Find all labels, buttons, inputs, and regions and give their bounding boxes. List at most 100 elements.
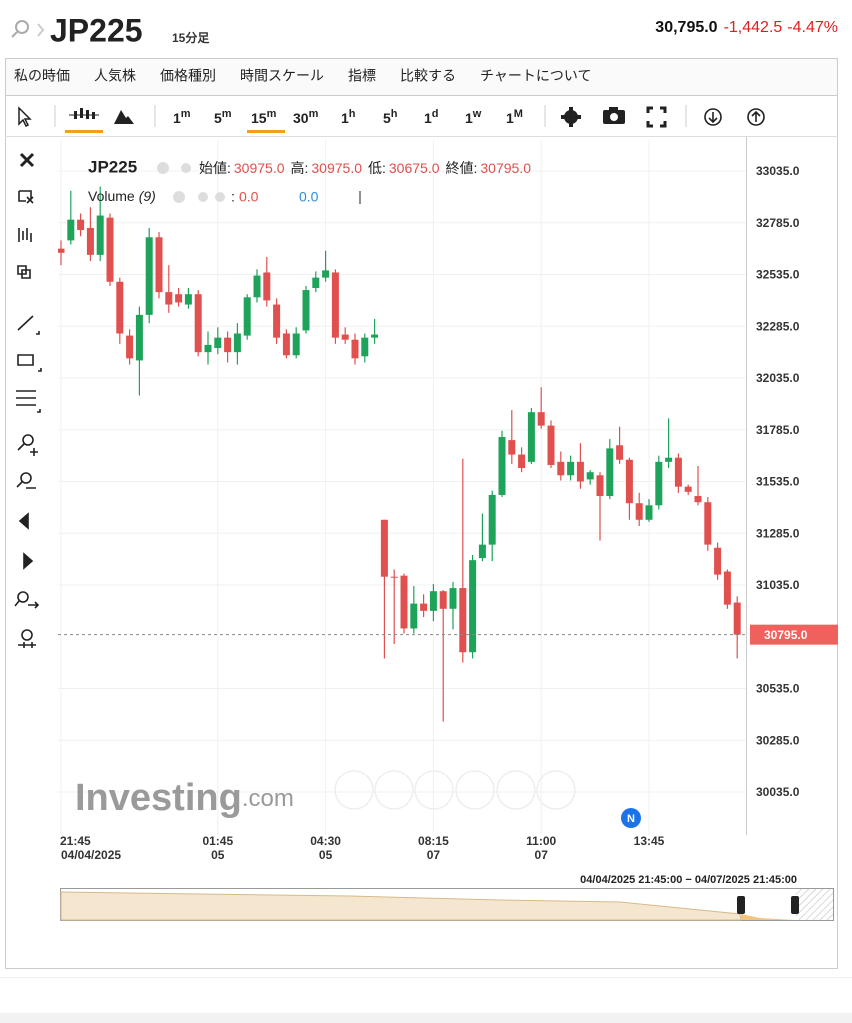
candle-body bbox=[361, 337, 369, 357]
volume-legend: Volume (9) bbox=[88, 188, 156, 204]
download-icon[interactable] bbox=[704, 108, 722, 126]
candle-body bbox=[723, 571, 731, 605]
y-tick-label: 30035.0 bbox=[756, 785, 800, 799]
menu-item[interactable]: 私の時価 bbox=[14, 68, 70, 84]
interval-number: 5 bbox=[383, 110, 391, 126]
candle-body bbox=[194, 294, 202, 353]
candle-body bbox=[576, 461, 584, 482]
candle-body bbox=[704, 502, 712, 545]
interval[interactable]: 1M bbox=[506, 108, 523, 126]
legend-label: 高: bbox=[291, 160, 309, 176]
navigator bbox=[60, 888, 834, 921]
fib-tool[interactable] bbox=[16, 390, 41, 413]
watermark-suffix: .com bbox=[242, 785, 294, 812]
candle-body bbox=[518, 454, 526, 469]
candle-body bbox=[135, 314, 143, 361]
last-price-label: 30795.0 bbox=[764, 628, 808, 642]
candle-body bbox=[322, 270, 330, 278]
y-tick-label: 32535.0 bbox=[756, 268, 800, 282]
fullscreen-icon[interactable] bbox=[646, 106, 667, 128]
watermark: Investing.com bbox=[75, 777, 294, 819]
scroll-right[interactable] bbox=[23, 552, 34, 570]
price-line: 30,795.0 -1,442.5 -4.47% bbox=[655, 19, 838, 36]
reset[interactable] bbox=[18, 629, 36, 648]
navigator-handle[interactable] bbox=[791, 896, 799, 914]
tool[interactable] bbox=[18, 228, 32, 242]
candle-body bbox=[459, 588, 467, 653]
y-tick-label: 32785.0 bbox=[756, 216, 800, 230]
x-tick-date: 07 bbox=[535, 848, 549, 862]
candle-body bbox=[58, 248, 65, 253]
candle-body bbox=[616, 445, 624, 460]
candle-body bbox=[429, 591, 437, 611]
tool[interactable] bbox=[18, 190, 34, 204]
candle-body bbox=[488, 494, 496, 545]
change-pct: -4.47% bbox=[787, 19, 838, 36]
candle-body bbox=[694, 495, 702, 503]
candle-body bbox=[243, 297, 251, 336]
tool[interactable] bbox=[17, 265, 31, 279]
menu-item[interactable]: 人気株 bbox=[94, 68, 136, 84]
candle-body bbox=[341, 334, 349, 340]
rect-tool[interactable] bbox=[17, 354, 42, 372]
y-tick-label: 31285.0 bbox=[756, 526, 800, 540]
interval-number: 1 bbox=[506, 110, 514, 126]
menu-item[interactable]: 指標 bbox=[348, 68, 376, 84]
menu-item[interactable]: 価格種別 bbox=[160, 68, 216, 84]
candle-body bbox=[625, 459, 633, 504]
interval-unit: m bbox=[267, 108, 277, 120]
menu-item[interactable]: チャートについて bbox=[480, 68, 591, 84]
left-toolbar bbox=[14, 152, 42, 648]
interval-number: 1 bbox=[173, 110, 181, 126]
legend-symbol: JP225 bbox=[88, 157, 137, 176]
settings-icon[interactable] bbox=[561, 107, 581, 127]
candle-type[interactable] bbox=[69, 108, 99, 119]
symbol-title: JP225 bbox=[50, 12, 143, 48]
area-type[interactable] bbox=[114, 110, 134, 124]
zoom-in[interactable] bbox=[17, 434, 38, 456]
candle-body bbox=[126, 335, 134, 359]
menu: 私の時価 人気株 価格種別 時間スケール 指標 比較する チャートについて bbox=[14, 68, 591, 84]
active-underline bbox=[247, 130, 285, 133]
line-tool[interactable] bbox=[17, 315, 40, 335]
interval[interactable]: 1d bbox=[424, 108, 439, 126]
x-tick-label: 11:00 bbox=[526, 834, 556, 848]
interval[interactable]: 1h bbox=[341, 108, 356, 126]
interval-unit: m bbox=[222, 108, 232, 120]
scroll-left[interactable] bbox=[18, 512, 29, 530]
volume-value: 0.0 bbox=[239, 189, 259, 205]
news-badge[interactable] bbox=[621, 808, 641, 828]
cursor-tool[interactable] bbox=[18, 106, 32, 128]
candle-body bbox=[449, 588, 457, 609]
x-tick-date: 07 bbox=[427, 848, 441, 862]
interval[interactable]: 1w bbox=[465, 108, 482, 126]
candle-body bbox=[116, 281, 124, 334]
zoom-fit[interactable] bbox=[14, 591, 40, 609]
interval[interactable]: 5m bbox=[214, 108, 232, 126]
menu-item[interactable]: 比較する bbox=[400, 68, 456, 84]
upload-icon[interactable] bbox=[747, 108, 765, 126]
interval[interactable]: 1m bbox=[173, 108, 191, 126]
volume-label: Volume bbox=[88, 188, 135, 204]
candle-body bbox=[67, 219, 75, 241]
watermark-brand: Investing bbox=[75, 777, 242, 819]
zoom-out[interactable] bbox=[16, 472, 36, 489]
active-underline bbox=[65, 130, 103, 133]
navigator-handle[interactable] bbox=[737, 896, 745, 914]
candle-body bbox=[478, 544, 486, 559]
zoom-overlay bbox=[334, 770, 576, 810]
clear-tool[interactable] bbox=[19, 152, 35, 168]
interval[interactable]: 5h bbox=[383, 108, 398, 126]
candle-body bbox=[165, 292, 173, 305]
interval-number: 1 bbox=[465, 110, 473, 126]
legend-label: 始値: bbox=[199, 160, 231, 176]
interval-number: 15 bbox=[251, 110, 267, 126]
interval[interactable]: 30m bbox=[293, 108, 319, 126]
search-icon[interactable] bbox=[11, 20, 45, 38]
interval[interactable]: 15m bbox=[251, 108, 277, 126]
camera-icon[interactable] bbox=[603, 107, 625, 124]
legend-value: 30795.0 bbox=[480, 160, 531, 176]
x-tick-date: 05 bbox=[211, 848, 225, 862]
candle-body bbox=[655, 461, 663, 506]
menu-item[interactable]: 時間スケール bbox=[240, 68, 324, 84]
